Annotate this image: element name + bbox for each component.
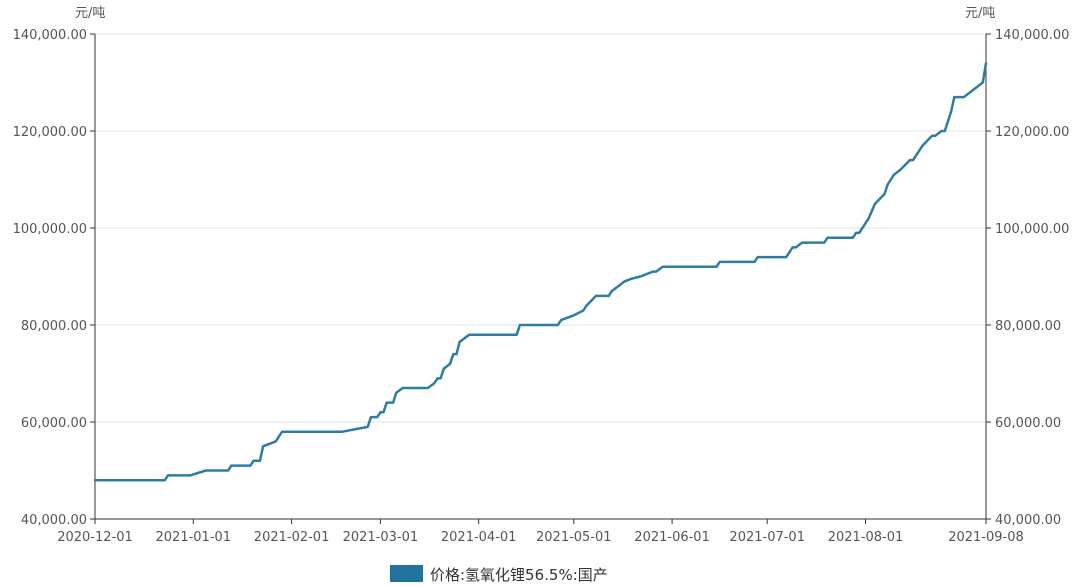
y-tick-label-right: 140,000.00 (995, 28, 1069, 43)
y-tick-label-left: 80,000.00 (21, 319, 87, 334)
left-y-ticks: 40,000.00 60,000.00 80,000.00 100,000.00 120… (13, 28, 95, 528)
y-tick-label-left: 140,000.00 (13, 28, 87, 43)
y-tick-label-right: 40,000.00 (995, 513, 1061, 528)
x-tick-label: 2020-12-01 (57, 530, 133, 545)
y-tick-label-right: 80,000.00 (995, 319, 1061, 334)
x-tick-label: 2021-02-01 (254, 530, 330, 545)
x-tick-label: 2021-03-01 (343, 530, 419, 545)
y-tick-label-left: 120,000.00 (13, 125, 87, 140)
y-tick-label-left: 100,000.00 (13, 222, 87, 237)
y-tick-label-right: 100,000.00 (995, 222, 1069, 237)
legend[interactable]: 价格:氢氧化锂56.5%:国产 (390, 565, 608, 584)
y-tick-label-right: 60,000.00 (995, 416, 1061, 431)
x-tick-label: 2021-08-01 (828, 530, 904, 545)
x-tick-label: 2021-07-01 (729, 530, 805, 545)
axes (94, 34, 987, 520)
x-tick-label: 2021-09-08 (948, 530, 1024, 545)
series-line (93, 61, 988, 482)
x-tick-label: 2021-06-01 (634, 530, 710, 545)
grid-lines (95, 33, 986, 423)
x-ticks: 2020-12-01 2021-01-01 2021-02-01 2021-03-01… (57, 519, 1024, 545)
y-tick-label-left: 40,000.00 (21, 513, 87, 528)
legend-swatch[interactable] (390, 565, 423, 582)
series-layer (93, 61, 988, 482)
y-tick-label-left: 60,000.00 (21, 416, 87, 431)
x-tick-label: 2021-04-01 (441, 530, 517, 545)
x-tick-label: 2021-05-01 (536, 530, 612, 545)
x-tick-label: 2021-01-01 (156, 530, 232, 545)
right-y-ticks: 40,000.00 60,000.00 80,000.00 100,000.00 120… (986, 28, 1069, 528)
left-y-unit: 元/吨 (75, 6, 105, 21)
right-y-unit: 元/吨 (965, 6, 995, 21)
legend-label[interactable]: 价格:氢氧化锂56.5%:国产 (430, 566, 608, 584)
y-tick-label-right: 120,000.00 (995, 125, 1069, 140)
